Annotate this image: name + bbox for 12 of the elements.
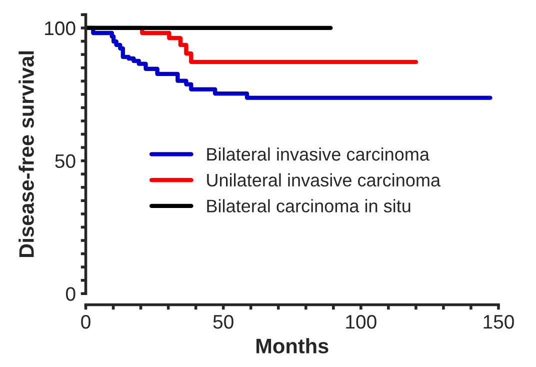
legend-label: Bilateral invasive carcinoma [207,147,430,161]
y-tick-label: 50 [55,154,76,168]
x-tick-label: 50 [213,314,234,329]
y-tick-label: 100 [45,21,76,36]
x-tick-label: 150 [484,314,514,329]
y-axis-title: Disease-free survival [18,51,34,257]
x-tick-label: 0 [81,314,90,329]
x-axis-title: Months [256,338,328,354]
legend-label: Bilateral carcinoma in situ [207,199,410,212]
x-tick-label: 100 [346,314,376,329]
legend-label: Unilateral invasive carcinoma [207,173,441,187]
y-tick-label: 0 [66,287,76,301]
